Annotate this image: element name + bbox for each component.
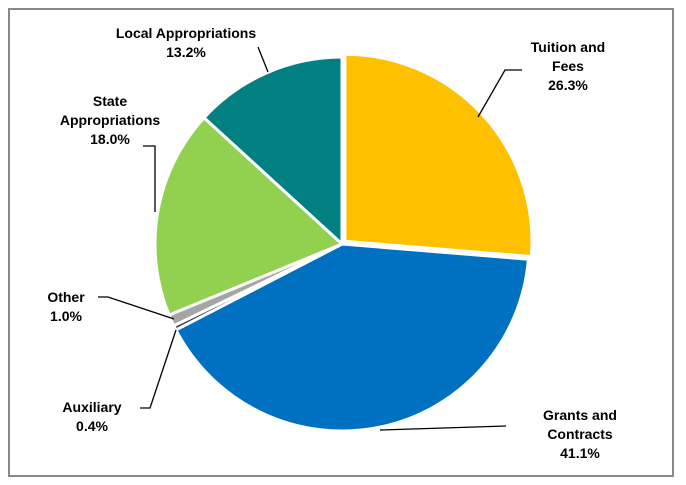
label-tuition-and-fees: Tuition and Fees 26.3% [531,39,605,93]
slice-local-appropriations [202,55,344,246]
category-label-grants-and-contracts: Contracts [547,426,613,442]
slice-labels: Tuition and Fees 26.3% Grants and Contracts 4… [47,25,617,461]
value-label-local-appropriations: 13.2% [166,44,206,60]
leader-line-tuition-and-fees [477,69,522,118]
value-label-auxiliary: 0.4% [76,418,108,434]
leader-line-auxiliary [140,329,177,409]
category-label-other: Other [47,289,85,305]
slice-tuition-and-fees [343,52,534,259]
category-label-tuition-and-fees: Tuition and [531,39,605,55]
leader-line-grants-and-contracts [379,425,507,431]
slice-grants-and-contracts [174,242,530,433]
value-label-grants-and-contracts: 41.1% [560,445,600,461]
category-label-grants-and-contracts: Grants and [543,407,617,423]
label-auxiliary: Auxiliary 0.4% [62,399,121,434]
value-label-state-appropriations: 18.0% [90,131,130,147]
category-label-state-appropriations: Appropriations [60,112,161,128]
category-label-tuition-and-fees: Fees [552,58,584,74]
category-label-state-appropriations: State [93,93,127,109]
category-label-local-appropriations: Local Appropriations [116,25,256,41]
category-label-auxiliary: Auxiliary [62,399,121,415]
label-state-appropriations: State Appropriations 18.0% [60,93,161,147]
label-other: Other 1.0% [47,289,85,324]
leader-line-state-appropriations [143,145,156,212]
value-label-other: 1.0% [50,308,82,324]
leader-lines [98,46,522,431]
slice-state-appropriations [153,116,344,317]
value-label-tuition-and-fees: 26.3% [548,77,588,93]
leader-line-local-appropriations [257,46,269,73]
pie-slices [153,52,534,433]
label-local-appropriations: Local Appropriations 13.2% [116,25,256,60]
label-grants-and-contracts: Grants and Contracts 41.1% [543,407,617,461]
leader-line-other [98,296,175,320]
